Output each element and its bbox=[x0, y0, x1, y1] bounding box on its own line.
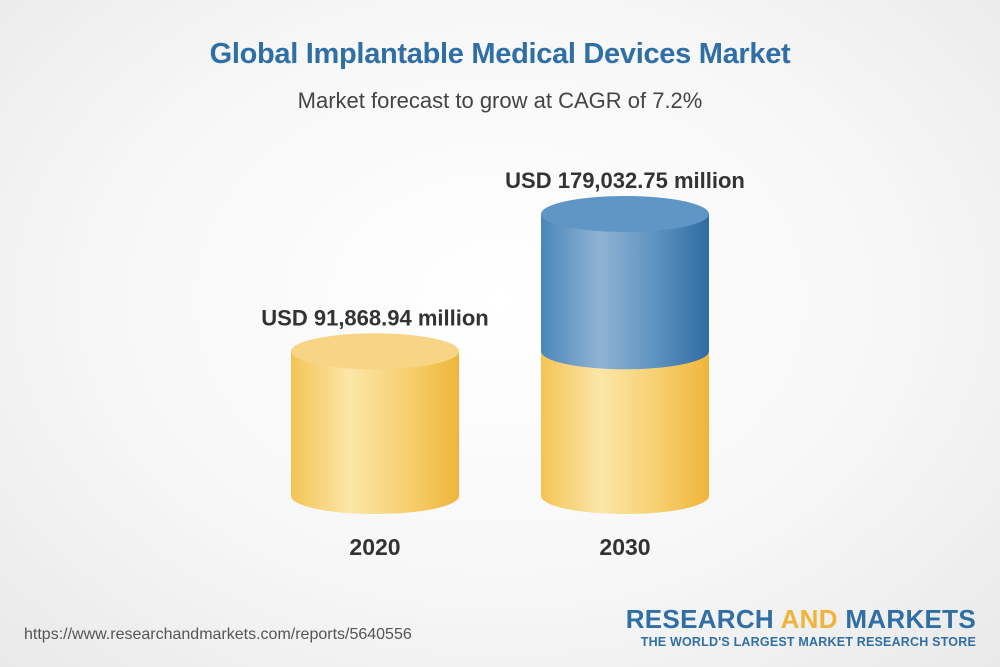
source-url[interactable]: https://www.researchandmarkets.com/repor… bbox=[24, 626, 412, 643]
brand-name-part1: RESEARCH bbox=[625, 604, 781, 634]
chart-subtitle: Market forecast to grow at CAGR of 7.2% bbox=[297, 88, 703, 113]
bar-2020-body bbox=[291, 351, 459, 514]
bar-2030-top bbox=[541, 196, 709, 232]
value-label-2020: USD 91,868.94 million bbox=[261, 305, 488, 330]
brand-tagline: THE WORLD'S LARGEST MARKET RESEARCH STOR… bbox=[640, 635, 976, 649]
cylinder-chart: USD 91,868.94 million 2020 USD 179,032.75 … bbox=[261, 168, 745, 560]
chart-title: Global Implantable Medical Devices Marke… bbox=[209, 38, 791, 70]
bar-2020-top bbox=[291, 333, 459, 370]
category-label-2020: 2020 bbox=[349, 534, 400, 560]
brand-logo: RESEARCH AND MARKETS THE WORLD'S LARGEST… bbox=[626, 605, 976, 649]
brand-name: RESEARCH AND MARKETS bbox=[626, 605, 976, 633]
bar-2030-base-segment bbox=[541, 351, 709, 514]
category-label-2030: 2030 bbox=[599, 534, 650, 560]
value-label-2030: USD 179,032.75 million bbox=[505, 168, 745, 193]
brand-name-part3: MARKETS bbox=[837, 604, 976, 634]
bar-2030-growth-segment bbox=[541, 214, 709, 370]
brand-name-accent: AND bbox=[780, 604, 838, 634]
